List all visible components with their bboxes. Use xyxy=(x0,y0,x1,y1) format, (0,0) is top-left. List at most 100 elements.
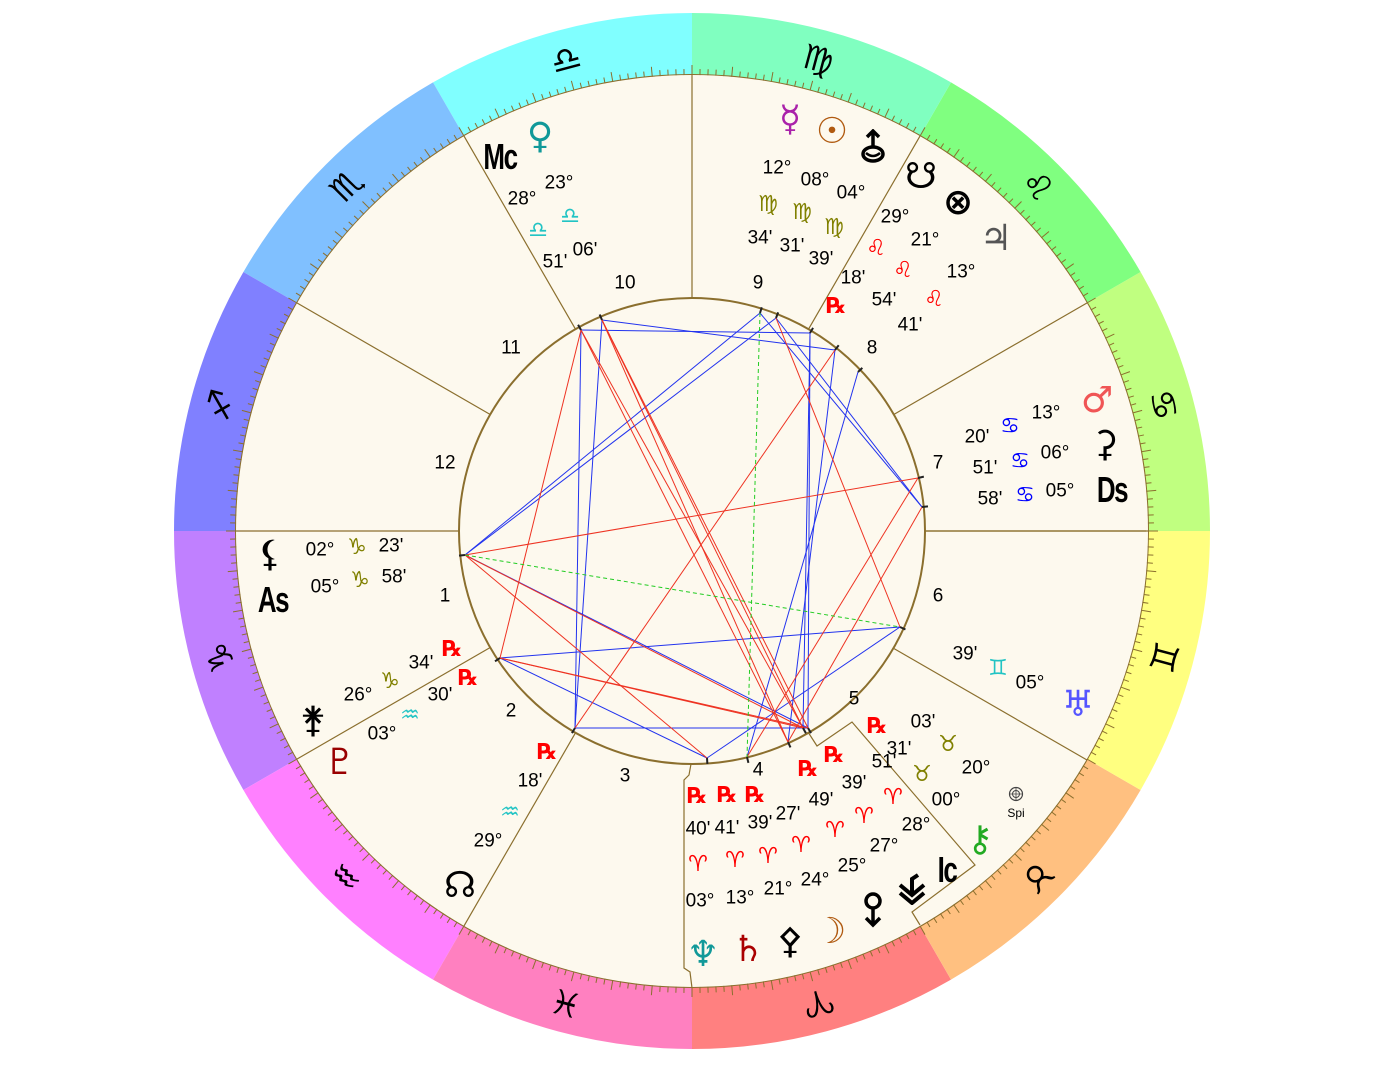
degree-tick xyxy=(754,982,757,989)
degree-tick xyxy=(966,894,971,901)
ceres-icon: ⚳ xyxy=(1091,424,1119,465)
degree-tick xyxy=(263,357,270,361)
degree-tick xyxy=(439,913,445,919)
degree-tick xyxy=(905,122,910,129)
pallas-sign-icon: ♈︎ xyxy=(758,844,778,869)
sun-icon: ☉ xyxy=(815,111,849,152)
degree-tick xyxy=(1111,350,1118,354)
south-node-retrograde-icon: ℞ xyxy=(826,294,846,319)
moon-icon: ☽ xyxy=(813,911,847,952)
degree-tick xyxy=(1051,811,1057,816)
degree-tick xyxy=(232,578,239,580)
house-number-5: 5 xyxy=(848,688,860,710)
degree-tick xyxy=(984,173,992,183)
aspect-line-hard xyxy=(601,319,809,729)
mercury-degree: 12° xyxy=(762,157,792,179)
degree-tick xyxy=(532,92,537,103)
aspect-endpoint-mark xyxy=(917,475,925,479)
degree-tick xyxy=(288,297,298,304)
degree-tick xyxy=(564,86,567,93)
aspect-circle xyxy=(458,297,926,765)
degree-tick xyxy=(643,984,645,991)
uranus-minute: 39' xyxy=(952,643,978,665)
degree-tick xyxy=(847,959,852,970)
part-of-fortune-minute: 54' xyxy=(871,289,897,311)
degree-tick xyxy=(587,975,590,982)
degree-tick xyxy=(232,482,239,484)
house-cusp-5-line xyxy=(807,721,976,926)
chevron-point-degree: 27° xyxy=(869,835,899,857)
aspect-line-soft xyxy=(464,317,777,556)
chiron-retrograde-icon: ℞ xyxy=(867,714,887,739)
degree-tick xyxy=(996,869,1002,875)
degree-tick xyxy=(532,959,537,970)
aspect-endpoint-mark xyxy=(775,312,780,319)
house-cusp-line xyxy=(807,135,921,330)
degree-tick xyxy=(1136,633,1143,636)
juno-degree: 26° xyxy=(343,684,373,706)
angle-label-ic: Ic xyxy=(937,849,958,890)
arrow-up-point-sign-icon: ♍︎ xyxy=(824,215,844,240)
degree-tick xyxy=(990,181,996,188)
degree-tick xyxy=(376,864,382,870)
south-node-minute: 18' xyxy=(840,267,866,289)
mars-sign-icon: ♋︎ xyxy=(1000,414,1020,439)
north-node-retrograde-icon: ℞ xyxy=(537,740,557,765)
degree-tick xyxy=(1146,489,1157,492)
degree-tick xyxy=(232,449,244,453)
part-of-fortune-degree: 21° xyxy=(910,229,940,251)
degree-tick xyxy=(627,73,630,80)
degree-tick xyxy=(1060,798,1067,803)
degree-tick xyxy=(884,108,890,118)
degree-tick xyxy=(884,944,890,954)
degree-tick xyxy=(1117,364,1124,369)
degree-tick xyxy=(276,730,283,734)
degree-tick xyxy=(1008,198,1014,204)
mercury-sign-icon: ♍︎ xyxy=(758,192,778,217)
degree-tick xyxy=(1055,252,1062,257)
degree-tick xyxy=(309,792,319,799)
aspect-line-soft xyxy=(601,319,836,351)
degree-tick xyxy=(747,983,749,990)
arrow-down-point-degree: 25° xyxy=(837,855,867,877)
as-degree: 05° xyxy=(310,576,340,598)
south-node-icon: ☋ xyxy=(905,156,937,197)
degree-tick xyxy=(362,853,370,861)
part-of-fortune-sign-icon: ♌︎ xyxy=(893,258,913,283)
degree-tick xyxy=(308,272,315,277)
juno-retrograde-icon: ℞ xyxy=(442,637,462,662)
degree-tick xyxy=(869,950,873,957)
degree-tick xyxy=(467,929,472,936)
degree-tick xyxy=(266,708,273,712)
arrow-down-point-minute: 49' xyxy=(808,789,834,811)
house-number-2: 2 xyxy=(505,700,517,722)
as-minute: 58' xyxy=(381,566,407,588)
mercury-minute: 34' xyxy=(747,227,773,249)
degree-tick xyxy=(235,458,242,461)
degree-tick xyxy=(778,978,781,985)
degree-tick xyxy=(241,409,252,414)
degree-tick xyxy=(400,171,406,177)
degree-tick xyxy=(1082,292,1089,297)
degree-tick xyxy=(1117,693,1124,698)
spi-label: Spi xyxy=(1007,806,1025,820)
chevron-point-minute: 39' xyxy=(841,772,867,794)
degree-tick xyxy=(446,917,451,924)
degree-tick xyxy=(322,252,329,257)
degree-tick xyxy=(1144,474,1151,476)
degree-tick xyxy=(255,678,262,682)
degree-tick xyxy=(295,765,302,770)
degree-tick xyxy=(898,119,903,125)
house-cusp-line xyxy=(463,135,577,330)
aspect-line-minor xyxy=(464,554,901,628)
house-number-1: 1 xyxy=(439,585,451,607)
house-cusp-line xyxy=(296,302,491,416)
degree-tick xyxy=(392,879,400,889)
pluto-retrograde-icon: ℞ xyxy=(458,666,478,691)
degree-tick xyxy=(1139,442,1146,445)
degree-tick xyxy=(1120,686,1131,691)
degree-tick xyxy=(739,71,741,78)
degree-tick xyxy=(1132,409,1143,414)
degree-tick xyxy=(227,489,238,492)
spica-degree: 20° xyxy=(961,757,991,779)
